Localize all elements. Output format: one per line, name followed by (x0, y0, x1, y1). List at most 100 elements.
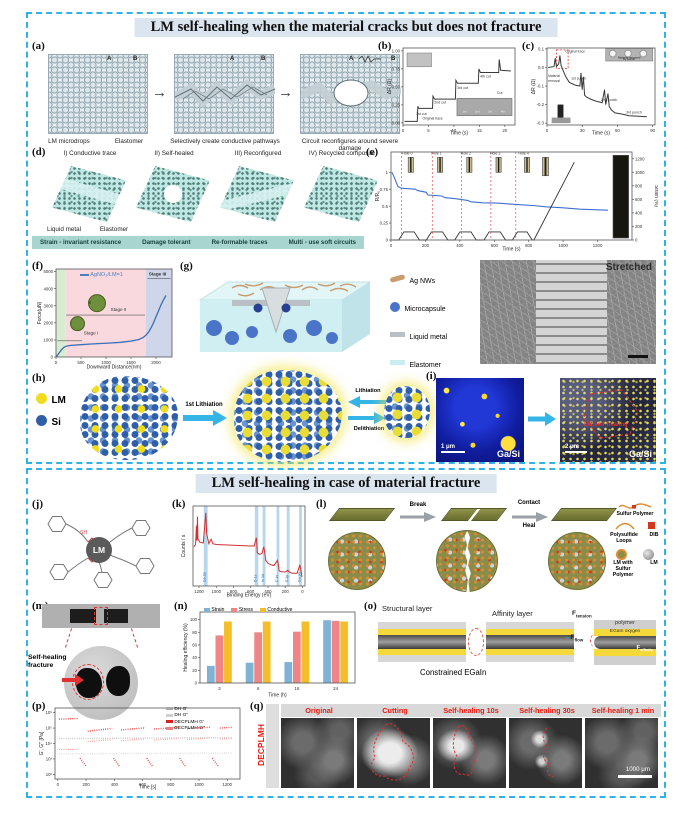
healing-outline (452, 725, 477, 776)
svg-text:800: 800 (635, 183, 643, 188)
d-properties-strip: Strain - invariant resistance Damage tol… (32, 236, 364, 249)
h-pristine-cluster (80, 376, 178, 460)
svg-text:1st punch: 1st punch (571, 77, 586, 81)
caption-elastomer: Elastomer (114, 138, 144, 145)
egain-oxygen-bar: EGaIn oxygen (594, 629, 656, 636)
fracture-highlight (94, 607, 108, 625)
svg-text:0.25: 0.25 (392, 102, 401, 107)
svg-text:0: 0 (635, 238, 638, 243)
svg-text:5000: 5000 (43, 269, 53, 274)
svg-text:0.0: 0.0 (538, 65, 545, 70)
j-molecule-diagram: LM SH (47, 516, 155, 588)
panel-p-label: (p) (32, 700, 46, 712)
affinity-layer (486, 629, 574, 635)
svg-text:Ga 2p: Ga 2p (203, 572, 207, 582)
q-header-1min: Self-healing 1 min (591, 706, 655, 715)
scalebar (565, 451, 587, 453)
svg-text:Ga 3d: Ga 3d (298, 572, 302, 582)
svg-text:Healing efficiency (%): Healing efficiency (%) (183, 623, 189, 672)
circle-crack (464, 531, 471, 593)
crack-overlay (175, 79, 275, 108)
svg-text:1000: 1000 (101, 360, 111, 365)
decplmh-g2-swatch (166, 726, 173, 730)
svg-text:1st cut: 1st cut (416, 112, 427, 116)
svg-text:0: 0 (386, 238, 389, 243)
svg-text:0.75: 0.75 (380, 187, 389, 192)
svg-text:Cut: Cut (497, 91, 503, 95)
svg-text:by punch: by punch (623, 57, 635, 61)
callout-line (64, 628, 73, 648)
lm-dot-icon (36, 393, 47, 405)
svg-text:Time (h): Time (h) (268, 693, 287, 699)
structural-layer (378, 622, 466, 629)
cut-outline (370, 723, 414, 781)
svg-text:10⁶: 10⁶ (45, 710, 52, 715)
q-row-label-strip: DECPLMH (256, 704, 279, 788)
svg-text:3000: 3000 (43, 303, 53, 308)
svg-text:0.5: 0.5 (382, 204, 389, 209)
h-lithiation-label: Lithiation (355, 388, 381, 394)
svg-text:ΔR (Ω): ΔR (Ω) (531, 78, 537, 94)
svg-text:Counts / s: Counts / s (181, 534, 187, 557)
panel-a-label: (a) (32, 40, 45, 52)
l-circle-broken (436, 530, 498, 593)
svg-text:Time (s): Time (s) (592, 131, 610, 137)
svg-text:800: 800 (525, 243, 533, 248)
svg-text:24: 24 (333, 686, 339, 691)
composite-conductive-trace (52, 166, 126, 222)
section1-box: LM self-healing when the material cracks… (26, 12, 666, 464)
slab-crack (467, 509, 481, 522)
strip-item: Damage tolerant (142, 239, 191, 246)
svg-text:10⁵: 10⁵ (45, 726, 52, 731)
strip-item: Strain - invariant resistance (40, 239, 122, 246)
reconfigured-trace (220, 181, 294, 213)
panel-a-image-3: A B (300, 54, 401, 134)
l-contact-label: Contact (517, 500, 541, 506)
svg-text:1000: 1000 (211, 589, 221, 594)
svg-text:600: 600 (635, 197, 643, 202)
svg-text:Material removed: Material removed (618, 56, 641, 60)
dh-g2-swatch (166, 713, 173, 717)
decplmh-g1-swatch (166, 720, 173, 724)
svg-text:Original trace: Original trace (422, 117, 442, 121)
chart-f-force-distance: 0 500 1000 1500 2000 0 1000 2000 3000 4000 5000 Sta… (37, 268, 173, 370)
panel-d-label: (d) (32, 146, 46, 158)
polymer-bar-bottom (594, 656, 656, 665)
l-legend: Sulfur Polymer Polysulfide Loops DIB LM … (608, 502, 662, 578)
svg-text:0: 0 (57, 782, 60, 787)
q-scalebar (618, 775, 652, 778)
svg-text:15: 15 (477, 128, 482, 133)
healed-region-outline (583, 389, 639, 439)
d-liquid-metal-caption: Liquid metal (47, 226, 81, 233)
lm-trace (52, 173, 126, 210)
svg-text:O 1s: O 1s (254, 574, 258, 582)
composite-reconfigured (220, 166, 294, 222)
m-photo-strip (42, 604, 160, 628)
h-legend-si: Si (36, 412, 61, 430)
svg-text:0: 0 (402, 128, 405, 133)
o-ftension-label: Ftension (572, 610, 592, 619)
q-header-original: Original (305, 706, 333, 715)
svg-text:0: 0 (546, 128, 549, 133)
svg-text:2000: 2000 (43, 320, 53, 325)
q-image-cutting (357, 718, 430, 788)
panel-q-label: (q) (250, 700, 264, 712)
svg-text:0: 0 (301, 589, 304, 594)
q-image-30s (509, 718, 582, 788)
svg-text:30: 30 (580, 128, 585, 133)
g-legend-liquid-metal: Liquid metal (390, 326, 447, 344)
panel-j-label: (j) (32, 498, 43, 510)
svg-text:Force(μN): Force(μN) (37, 301, 43, 324)
section2-box: LM self-healing in case of material frac… (26, 468, 666, 798)
svg-text:Time (s): Time (s) (450, 131, 468, 137)
polymer-bar: polymer (594, 620, 656, 629)
j-lm-label: LM (93, 545, 105, 555)
structural-layer (378, 655, 466, 662)
svg-text:Material: Material (548, 74, 560, 78)
svg-text:R/R₀: R/R₀ (375, 191, 381, 202)
svg-text:2nd: 2nd (475, 109, 480, 113)
chart-n-healing-efficiency: 3 6 16 24 0 20 40 60 80 100 Time (h) Healing effici… (183, 611, 356, 699)
caption-circuit-reconfigures: Circuit reconfigures around severe damag… (301, 138, 399, 153)
svg-text:80: 80 (192, 630, 197, 635)
svg-text:Hole 2: Hole 2 (461, 152, 471, 156)
